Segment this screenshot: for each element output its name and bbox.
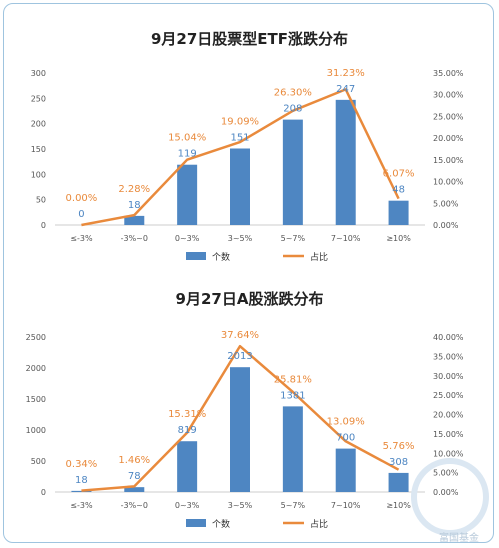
- line-value-label: 1.46%: [118, 455, 150, 466]
- legend-label-bar: 个数: [212, 251, 230, 263]
- y2-tick-label: 10.00%: [433, 178, 464, 187]
- bar: [124, 487, 145, 492]
- y-tick-label: 150: [31, 145, 46, 154]
- y-tick-label: 300: [31, 69, 46, 78]
- y2-tick-label: 25.00%: [433, 112, 464, 121]
- legend-swatch-bar: [186, 252, 206, 260]
- bar: [282, 119, 303, 225]
- x-tick-label: 5~7%: [281, 501, 306, 510]
- y2-tick-label: 15.00%: [433, 430, 464, 439]
- y-tick-label: 500: [31, 457, 46, 466]
- line-value-label: 26.30%: [274, 88, 312, 99]
- y-tick-label: 2500: [26, 333, 46, 342]
- y2-tick-label: 10.00%: [433, 449, 464, 458]
- x-tick-label: 0~3%: [175, 501, 200, 510]
- bar: [335, 448, 356, 492]
- bar-value-label: 151: [230, 132, 249, 143]
- bar: [388, 200, 409, 225]
- y2-tick-label: 5.00%: [433, 199, 459, 208]
- y2-tick-label: 0.00%: [433, 221, 459, 230]
- bar-value-label: 18: [128, 200, 141, 211]
- line-value-label: 0.00%: [66, 193, 98, 204]
- bar: [388, 472, 409, 492]
- line-value-label: 13.09%: [327, 417, 365, 428]
- bar: [230, 148, 250, 225]
- legend-label-bar: 个数: [212, 518, 230, 530]
- y2-tick-label: 35.00%: [433, 352, 464, 361]
- line-value-label: 37.64%: [221, 330, 259, 341]
- legend-swatch-bar: [186, 519, 206, 527]
- x-tick-label: -3%~0: [121, 501, 148, 510]
- legend-label-line: 占比: [310, 251, 328, 263]
- y-tick-label: 1500: [26, 395, 46, 404]
- y-tick-label: 250: [31, 94, 46, 103]
- y-tick-label: 200: [31, 120, 46, 129]
- line-value-label: 2.28%: [118, 184, 150, 195]
- y2-tick-label: 35.00%: [433, 69, 464, 78]
- x-tick-label: ≤-3%: [70, 234, 93, 243]
- bar-value-label: 208: [283, 104, 302, 115]
- line-value-label: 19.09%: [221, 116, 259, 127]
- x-tick-label: -3%~0: [121, 234, 148, 243]
- x-tick-label: 7~10%: [331, 234, 361, 243]
- y-tick-label: 1000: [26, 426, 46, 435]
- bar: [230, 367, 250, 492]
- bar: [124, 215, 145, 225]
- bar-value-label: 18: [75, 475, 88, 486]
- line-value-label: 6.07%: [383, 169, 415, 180]
- y2-tick-label: 30.00%: [433, 91, 464, 100]
- bar-value-label: 819: [178, 425, 197, 436]
- y2-tick-label: 15.00%: [433, 156, 464, 165]
- bar-value-label: 48: [392, 185, 405, 196]
- line-value-label: 31.23%: [327, 68, 365, 79]
- line-value-label: 15.04%: [168, 133, 206, 144]
- x-tick-label: 0~3%: [175, 234, 200, 243]
- y2-tick-label: 40.00%: [433, 333, 464, 342]
- line-value-label: 25.81%: [274, 374, 312, 385]
- bar: [71, 490, 92, 492]
- etf-distribution-chart: 0 50 100 150 200 250 300 0.00% 5.00% 10.00% 15.00%…: [31, 68, 464, 263]
- bar-value-label: 0: [78, 209, 84, 220]
- bar-value-label: 119: [178, 149, 197, 160]
- x-tick-label: ≥10%: [386, 501, 411, 510]
- y2-tick-label: 20.00%: [433, 134, 464, 143]
- chart-title-a-share: 9月27日A股涨跌分布: [175, 290, 324, 308]
- chart-title-etf: 9月27日股票型ETF涨跌分布: [150, 30, 349, 48]
- bar-value-label: 308: [389, 457, 408, 468]
- x-tick-label: ≥10%: [386, 234, 411, 243]
- x-tick-label: ≤-3%: [70, 501, 93, 510]
- bar-value-label: 78: [128, 471, 141, 482]
- x-tick-label: 5~7%: [281, 234, 306, 243]
- y2-tick-label: 20.00%: [433, 411, 464, 420]
- y2-tick-label: 25.00%: [433, 391, 464, 400]
- legend-label-line: 占比: [310, 518, 328, 530]
- line-value-label: 15.31%: [168, 409, 206, 420]
- y-tick-label: 50: [36, 196, 46, 205]
- bar-value-label: 2013: [227, 351, 252, 362]
- bar: [177, 164, 198, 225]
- bar: [177, 441, 198, 492]
- bar-value-label: 1381: [280, 390, 305, 401]
- line-value-label: 0.34%: [66, 459, 98, 470]
- line-series: [81, 344, 400, 492]
- bar-value-label: 247: [336, 84, 355, 95]
- y-tick-label: 2000: [26, 364, 46, 373]
- x-tick-label: 7~10%: [331, 501, 361, 510]
- x-tick-label: 3~5%: [228, 501, 253, 510]
- watermark-text: 富国基金: [439, 533, 479, 544]
- y2-tick-label: 30.00%: [433, 372, 464, 381]
- y-tick-label: 0: [41, 221, 46, 230]
- bar: [335, 99, 356, 225]
- line-series: [81, 88, 400, 227]
- watermark-logo: [411, 458, 489, 536]
- y-tick-label: 100: [31, 170, 46, 179]
- bar-value-label: 700: [336, 433, 355, 444]
- x-tick-label: 3~5%: [228, 234, 253, 243]
- line-value-label: 5.76%: [383, 441, 415, 452]
- bar: [282, 406, 303, 492]
- y-tick-label: 0: [41, 488, 46, 497]
